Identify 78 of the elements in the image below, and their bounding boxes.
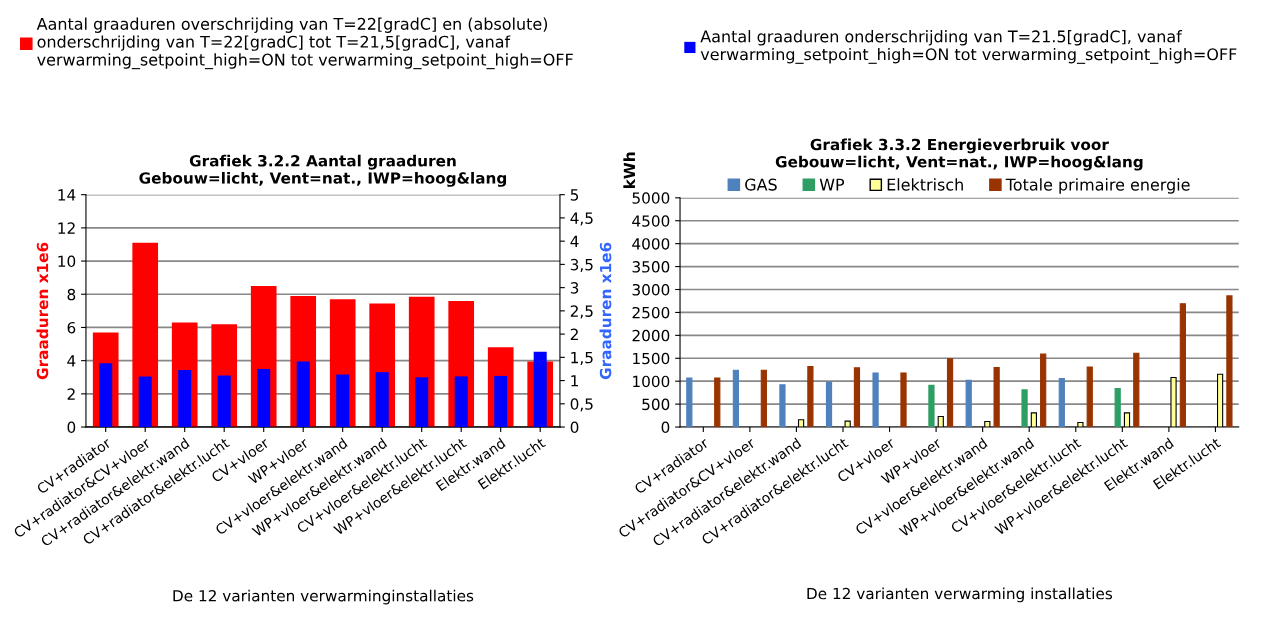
y2-tick-label: 0 xyxy=(570,421,579,434)
y-tick-label: 2000 xyxy=(632,329,670,342)
y-tick-label: 2500 xyxy=(632,306,670,319)
y-tick-label: 14 xyxy=(58,189,76,201)
legend-label: Elektrisch xyxy=(887,178,963,191)
y2-tick-label: 4,5 xyxy=(570,212,593,226)
y-tick-label: 10 xyxy=(58,255,76,268)
bar xyxy=(1179,303,1186,428)
bar xyxy=(99,363,113,428)
chart-subtitle: Gebouw=licht, Vent=nat., IWP=hoog&lang xyxy=(139,171,507,187)
bar xyxy=(825,381,833,428)
y2-tick-label: 3 xyxy=(570,282,579,294)
x-axis-title: De 12 varianten verwarminginstallaties xyxy=(173,589,474,605)
bar xyxy=(1226,295,1233,428)
legend-label: WP xyxy=(819,178,845,191)
bar xyxy=(853,367,861,428)
y-tick-label: 500 xyxy=(642,398,670,411)
y2-tick-label: 1 xyxy=(571,375,578,387)
y-tick-label: 12 xyxy=(58,222,75,234)
y-tick-label: 0 xyxy=(661,421,670,434)
bar xyxy=(714,377,721,428)
y-tick-label: 1500 xyxy=(633,352,670,365)
chart-title: Grafiek 3.3.2 Energieverbruik voor xyxy=(810,138,1109,154)
y-tick-label: 8 xyxy=(67,288,76,301)
y2-tick-label: 2 xyxy=(570,328,578,340)
y-axis-title: Graaduren x1e6 xyxy=(36,242,49,380)
chart-title: Grafiek 3.2.2 Aantal graaduren xyxy=(189,154,456,170)
y-tick-label: 4500 xyxy=(632,215,670,227)
legend-label: Aantal graaduren onderschrijding van T=21.5[gradC], vanaf verwarming_setpoint_high=ON tot verwarming_setpoint_high=OFF xyxy=(700,30,1237,64)
y-tick-label: 6 xyxy=(67,321,76,334)
y2-axis-title: Graaduren x1e6 xyxy=(599,242,612,380)
bar xyxy=(1021,389,1028,428)
bar xyxy=(1058,377,1065,428)
bar xyxy=(178,369,192,428)
bar xyxy=(760,369,767,428)
y-tick-label: 4 xyxy=(67,355,76,367)
bar xyxy=(454,376,468,428)
y-tick-label: 5000 xyxy=(632,192,670,204)
y2-tick-label: 1,5 xyxy=(571,352,593,365)
bar xyxy=(686,377,693,428)
bar xyxy=(900,372,907,428)
bar xyxy=(375,372,389,428)
bar xyxy=(296,361,310,428)
y2-tick-label: 4 xyxy=(570,235,579,247)
bar xyxy=(138,376,152,428)
y-tick-label: 3000 xyxy=(632,283,670,296)
y-tick-label: 2 xyxy=(67,388,75,400)
bar xyxy=(1114,387,1121,428)
bar xyxy=(1040,353,1047,428)
y-tick-label: 3500 xyxy=(632,261,670,273)
y-tick-label: 0 xyxy=(67,421,76,434)
y-tick-label: 4000 xyxy=(632,238,670,250)
chart-subtitle: Gebouw=licht, Vent=nat., IWP=hoog&lang xyxy=(775,155,1143,171)
bar xyxy=(257,368,271,428)
bar xyxy=(415,377,429,428)
bar xyxy=(965,379,972,428)
bar xyxy=(1086,366,1093,428)
y-tick-label: 1000 xyxy=(633,375,670,388)
legend-label: Aantal graaduren overschrijding van T=22[gradC] en (absolute) onderschrijding van T=22[gradC] tot T=21,5[gradC], vanaf verwarming_setpoint_high=ON tot verwarming_setpoint_high=OFF xyxy=(36,17,573,70)
y-axis-title: kWh xyxy=(623,152,635,188)
bar xyxy=(946,358,954,428)
bar xyxy=(928,384,935,428)
legend-label: Totale primaire energie xyxy=(1005,178,1190,194)
bar xyxy=(807,365,814,428)
bar xyxy=(217,375,231,428)
legend-label: GAS xyxy=(745,178,777,191)
bar xyxy=(872,372,879,428)
bar xyxy=(494,375,508,428)
y2-tick-label: 5 xyxy=(570,189,579,201)
y2-tick-label: 2,5 xyxy=(570,305,593,319)
x-axis-title: De 12 varianten verwarming installaties xyxy=(807,587,1113,603)
bar xyxy=(732,369,740,428)
bar xyxy=(779,384,786,428)
bar xyxy=(336,374,350,428)
y2-tick-label: 3,5 xyxy=(570,258,593,272)
bar xyxy=(1133,352,1140,428)
bar xyxy=(993,366,1000,428)
y2-tick-label: 0,5 xyxy=(570,398,593,412)
